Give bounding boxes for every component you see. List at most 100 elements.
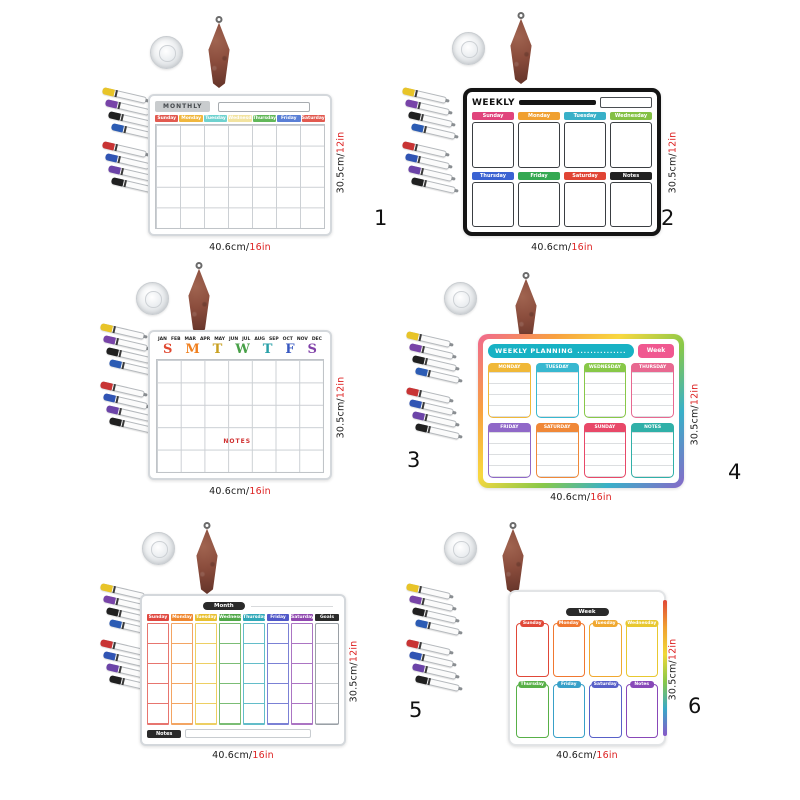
- day-box: Friday: [552, 681, 585, 738]
- day-box: MONDAY: [488, 363, 531, 418]
- day-box: WEDNESDAY: [583, 363, 627, 418]
- suction-cup: [150, 36, 183, 69]
- felt-eraser-cone: [176, 262, 222, 334]
- weekday-letter: M: [185, 342, 200, 357]
- board-title-bar: WEEKLY PLANNING ........................: [488, 344, 634, 358]
- day-column: [171, 623, 193, 725]
- dry-erase-marker: [108, 619, 157, 636]
- height-dimension-label: 30.5cm/12in: [667, 638, 679, 701]
- marker-set: [99, 323, 166, 382]
- day-tab: Thursday: [243, 614, 265, 621]
- marker-set: [101, 87, 168, 146]
- day-tab: Friday: [277, 115, 301, 122]
- notes-write-area: [185, 729, 311, 738]
- eraser-loop-icon: [522, 272, 530, 279]
- dry-erase-marker: [101, 87, 150, 104]
- notes-cell: Notes: [610, 171, 652, 227]
- marker-set: [405, 331, 472, 390]
- dry-erase-marker: [102, 595, 151, 612]
- notes-label: NOTES: [223, 438, 252, 446]
- weekday-letter: T: [212, 342, 223, 357]
- day-cell: Saturday: [564, 171, 606, 227]
- title-dotted-line: ........................: [577, 347, 627, 355]
- variant-number: 6: [688, 694, 702, 718]
- marker-set: [401, 141, 468, 200]
- weekday-letter: T: [262, 342, 273, 357]
- day-tab: Sunday: [147, 614, 169, 621]
- day-column: [147, 623, 169, 725]
- height-dimension-label: 30.5cm/12in: [335, 131, 347, 194]
- dry-erase-marker: [105, 607, 154, 624]
- dry-erase-marker: [102, 393, 151, 410]
- variant-number: 2: [661, 206, 675, 230]
- notes-label: Notes: [147, 729, 182, 738]
- dry-erase-marker: [408, 343, 457, 360]
- day-box: TUESDAY: [535, 363, 579, 418]
- suction-cup: [444, 532, 477, 565]
- marker-set: [401, 87, 468, 146]
- day-column: [219, 623, 241, 725]
- day-cell: Thursday: [472, 171, 514, 227]
- dry-erase-marker: [110, 123, 159, 140]
- dry-erase-marker: [405, 639, 454, 656]
- marker-set: [405, 387, 472, 446]
- day-column: [243, 623, 265, 725]
- dry-erase-marker: [104, 99, 153, 116]
- dry-erase-marker: [414, 423, 463, 440]
- suction-cup: [452, 32, 485, 65]
- variant-number: 1: [374, 206, 388, 230]
- variant-number: 3: [407, 448, 421, 472]
- dry-erase-marker: [414, 619, 463, 636]
- day-tab: Tuesday: [203, 115, 228, 122]
- day-box: SATURDAY: [535, 423, 579, 478]
- weekday-letter: F: [285, 342, 295, 357]
- day-box: Thursday: [516, 681, 549, 738]
- dry-erase-marker: [99, 639, 148, 656]
- dry-erase-marker: [108, 675, 157, 692]
- dry-erase-marker: [405, 583, 454, 600]
- dry-erase-marker: [404, 153, 453, 170]
- dry-erase-marker: [408, 595, 457, 612]
- goals-column: [315, 623, 339, 725]
- title-bar: [519, 100, 596, 105]
- notes-box: NOTES: [631, 423, 674, 478]
- dry-erase-marker: [405, 387, 454, 404]
- smtwtfs-calendar-board: JAN FEB MAR APR MAY JUN JUL AUG SEP OCT NOV DEC …: [148, 330, 332, 480]
- dry-erase-marker: [414, 675, 463, 692]
- day-column: [291, 623, 313, 725]
- title-write-line: [218, 101, 311, 112]
- day-column: [195, 623, 217, 725]
- day-box: SUNDAY: [583, 423, 627, 478]
- calendar-grid: NOTES: [156, 359, 324, 473]
- marker-set: [99, 583, 166, 642]
- dry-erase-marker: [407, 111, 456, 128]
- month-label: Month: [203, 602, 245, 610]
- week-grid: MONDAY TUESDAY WEDNESDAY THURSDAY FRIDAY…: [488, 363, 674, 478]
- width-dimension-label: 40.6cm/16in: [556, 750, 618, 761]
- dry-erase-marker: [410, 123, 459, 140]
- dry-erase-marker: [107, 111, 156, 128]
- variant-number: 4: [728, 460, 742, 484]
- day-tab: Friday: [267, 614, 289, 621]
- day-tab: Tuesday: [195, 614, 217, 621]
- dry-erase-marker: [99, 381, 148, 398]
- eraser-loop-icon: [509, 522, 517, 529]
- day-box: Sunday: [516, 620, 549, 677]
- marker-set: [405, 583, 472, 642]
- dry-erase-marker: [411, 607, 460, 624]
- dry-erase-marker: [110, 177, 159, 194]
- goals-label: Goals: [315, 614, 339, 621]
- day-tab: Saturday: [291, 614, 313, 621]
- weekly-board: WEEKLY Sunday Monday Tuesday Wednesday T…: [463, 88, 661, 236]
- suction-cup: [136, 282, 169, 315]
- marker-set: [99, 381, 166, 440]
- weekday-letter: W: [235, 342, 250, 357]
- rainbow-edge: [663, 600, 667, 736]
- day-cell: Wednesday: [610, 112, 652, 168]
- day-tab: Monday: [171, 614, 193, 621]
- width-dimension-label: 40.6cm/16in: [212, 750, 274, 761]
- dry-erase-marker: [401, 141, 450, 158]
- day-box: Tuesday: [589, 620, 622, 677]
